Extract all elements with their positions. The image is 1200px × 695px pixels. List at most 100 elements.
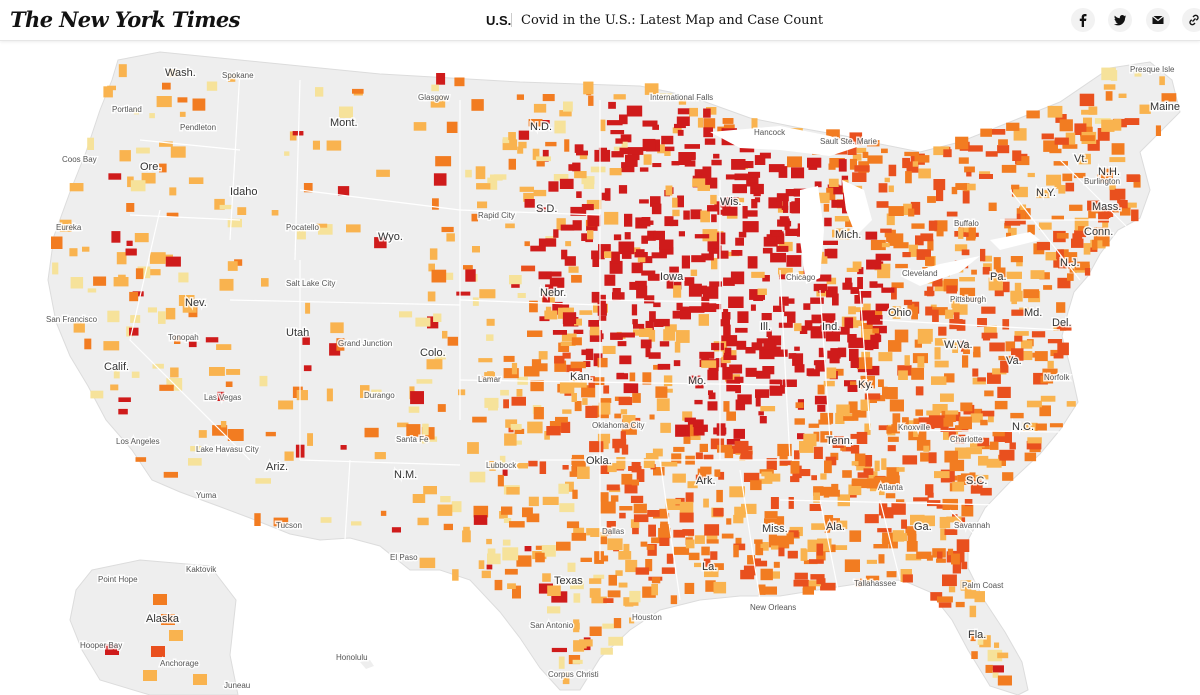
county-cell[interactable]	[916, 439, 931, 451]
county-cell[interactable]	[854, 307, 865, 313]
county-cell[interactable]	[761, 313, 772, 321]
county-cell[interactable]	[607, 463, 617, 473]
county-cell[interactable]	[826, 187, 836, 201]
county-cell[interactable]	[684, 277, 695, 286]
county-cell[interactable]	[619, 147, 630, 155]
county-cell[interactable]	[846, 267, 859, 272]
county-cell[interactable]	[892, 413, 901, 425]
county-cell[interactable]	[571, 466, 577, 472]
county-cell[interactable]	[1109, 157, 1126, 163]
county-cell[interactable]	[532, 363, 548, 372]
county-cell[interactable]	[410, 391, 424, 405]
county-cell[interactable]	[990, 129, 1006, 135]
county-cell[interactable]	[785, 228, 800, 236]
county-cell[interactable]	[947, 548, 954, 556]
county-cell[interactable]	[751, 118, 758, 131]
county-cell[interactable]	[653, 302, 661, 308]
county-cell[interactable]	[126, 240, 133, 246]
county-cell[interactable]	[851, 461, 859, 466]
county-cell[interactable]	[768, 197, 783, 209]
county-cell[interactable]	[792, 353, 804, 366]
county-cell[interactable]	[952, 304, 968, 315]
county-cell[interactable]	[974, 591, 986, 603]
county-cell[interactable]	[174, 378, 183, 391]
county-cell[interactable]	[602, 529, 617, 536]
county-cell[interactable]	[771, 231, 784, 237]
county-cell[interactable]	[532, 148, 540, 160]
county-cell[interactable]	[707, 205, 720, 212]
county-cell[interactable]	[861, 323, 873, 332]
county-cell[interactable]	[766, 234, 777, 242]
county-cell[interactable]	[737, 311, 749, 323]
county-cell[interactable]	[997, 652, 1009, 659]
county-cell[interactable]	[960, 580, 972, 591]
county-cell[interactable]	[787, 298, 795, 304]
county-cell[interactable]	[811, 475, 817, 481]
county-cell[interactable]	[615, 138, 623, 144]
county-cell[interactable]	[854, 165, 870, 172]
county-cell[interactable]	[1027, 224, 1035, 235]
county-cell[interactable]	[902, 423, 912, 431]
county-cell[interactable]	[860, 310, 875, 321]
county-cell[interactable]	[1009, 442, 1016, 450]
county-cell[interactable]	[609, 168, 622, 176]
county-cell[interactable]	[600, 492, 609, 502]
county-cell[interactable]	[588, 95, 594, 106]
county-cell[interactable]	[1101, 67, 1116, 81]
county-cell[interactable]	[894, 329, 909, 343]
county-cell[interactable]	[1043, 140, 1058, 152]
county-cell[interactable]	[1039, 405, 1051, 417]
county-cell[interactable]	[1059, 119, 1073, 132]
county-cell[interactable]	[156, 96, 172, 108]
county-cell[interactable]	[475, 166, 486, 180]
county-cell[interactable]	[825, 330, 840, 342]
county-cell[interactable]	[955, 136, 969, 150]
county-cell[interactable]	[427, 316, 439, 329]
county-cell[interactable]	[672, 209, 680, 217]
county-cell[interactable]	[1072, 233, 1083, 242]
county-cell[interactable]	[931, 376, 947, 385]
county-cell[interactable]	[166, 212, 179, 218]
county-cell[interactable]	[303, 365, 312, 372]
county-cell[interactable]	[606, 521, 616, 528]
county-cell[interactable]	[902, 455, 918, 465]
county-cell[interactable]	[538, 351, 548, 360]
county-cell[interactable]	[1040, 375, 1054, 384]
county-cell[interactable]	[746, 179, 759, 187]
county-cell[interactable]	[711, 257, 718, 270]
county-cell[interactable]	[934, 347, 941, 360]
county-cell[interactable]	[837, 347, 847, 358]
county-cell[interactable]	[768, 164, 785, 173]
county-cell[interactable]	[755, 389, 770, 398]
county-cell[interactable]	[582, 398, 588, 405]
county-cell[interactable]	[699, 443, 708, 452]
county-cell[interactable]	[542, 94, 555, 102]
county-cell[interactable]	[478, 358, 493, 363]
county-cell[interactable]	[711, 342, 724, 351]
county-cell[interactable]	[563, 101, 573, 112]
county-cell[interactable]	[624, 600, 634, 607]
county-cell[interactable]	[645, 345, 651, 358]
county-cell[interactable]	[751, 342, 763, 351]
county-cell[interactable]	[660, 146, 675, 152]
county-cell[interactable]	[827, 248, 838, 259]
county-cell[interactable]	[589, 325, 600, 336]
county-cell[interactable]	[963, 343, 970, 354]
county-cell[interactable]	[949, 459, 965, 472]
county-cell[interactable]	[131, 371, 140, 378]
county-cell[interactable]	[554, 120, 566, 134]
county-cell[interactable]	[927, 239, 934, 251]
county-cell[interactable]	[750, 480, 762, 491]
county-cell[interactable]	[794, 323, 802, 332]
covid-county-map[interactable]: Wash. Ore. Idaho Mont. N.D. Wis. Vt. N.H. Maine N…	[0, 40, 1200, 695]
county-cell[interactable]	[723, 324, 731, 338]
county-cell[interactable]	[960, 473, 971, 481]
county-cell[interactable]	[916, 551, 932, 559]
county-cell[interactable]	[995, 267, 1006, 278]
county-cell[interactable]	[707, 369, 719, 381]
county-cell[interactable]	[576, 150, 588, 156]
county-cell[interactable]	[926, 410, 941, 416]
county-cell[interactable]	[237, 207, 247, 215]
county-cell[interactable]	[725, 174, 740, 180]
county-cell[interactable]	[820, 256, 828, 264]
